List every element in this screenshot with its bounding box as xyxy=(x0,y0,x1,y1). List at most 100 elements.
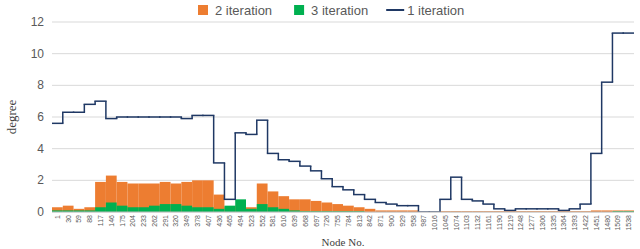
y-tick-label: 4 xyxy=(37,142,44,156)
x-tick-label: 1335 xyxy=(550,215,557,231)
step-segment xyxy=(63,112,74,114)
step-riser xyxy=(601,82,603,153)
bar xyxy=(127,184,138,213)
bar xyxy=(160,204,171,212)
step-riser xyxy=(590,153,592,204)
legend-swatch xyxy=(386,9,404,11)
bar xyxy=(171,184,182,213)
x-tick-label: 146 xyxy=(108,215,115,227)
y-tick-label: 8 xyxy=(37,78,44,92)
x-tick-label: 610 xyxy=(280,215,287,227)
step-riser xyxy=(234,133,236,200)
step-riser xyxy=(256,120,258,134)
x-tick-label: 378 xyxy=(194,215,201,227)
step-segment xyxy=(246,134,257,136)
x-tick-label: 1132 xyxy=(474,215,481,230)
bar xyxy=(149,206,160,212)
step-segment xyxy=(537,208,548,210)
step-segment xyxy=(84,104,95,106)
bar xyxy=(235,199,246,212)
step-segment xyxy=(408,205,419,207)
bar xyxy=(343,206,354,212)
step-riser xyxy=(213,115,215,163)
x-tick-label: 697 xyxy=(313,215,320,227)
x-tick-label: 1422 xyxy=(582,215,589,231)
bar xyxy=(127,207,138,212)
bar xyxy=(84,207,95,212)
step-segment xyxy=(268,153,279,155)
x-tick-label: 871 xyxy=(377,215,384,227)
bar xyxy=(332,204,343,212)
bar xyxy=(138,207,149,212)
x-tick-label: 59 xyxy=(75,215,82,223)
x-tick-label: 1480 xyxy=(604,215,611,231)
bar xyxy=(192,180,203,212)
x-tick-label: 668 xyxy=(302,215,309,227)
step-segment xyxy=(548,208,559,210)
step-riser xyxy=(331,179,333,187)
step-segment xyxy=(74,112,85,114)
bar xyxy=(224,206,235,212)
x-tick-label: 726 xyxy=(323,215,330,227)
bar xyxy=(203,180,214,212)
x-axis xyxy=(52,212,634,213)
x-tick-label: 30 xyxy=(65,215,72,223)
x-tick-label: 1219 xyxy=(507,215,514,231)
bar xyxy=(95,207,106,212)
step-segment xyxy=(149,116,160,118)
bar xyxy=(268,207,279,212)
x-tick-label: 987 xyxy=(420,215,427,227)
y-tick-label: 6 xyxy=(37,110,44,124)
x-tick-label: 262 xyxy=(151,215,158,227)
step-segment xyxy=(505,210,516,212)
x-tick-label: 1190 xyxy=(496,215,503,230)
step-segment xyxy=(526,208,537,210)
bar xyxy=(289,199,300,212)
step-segment xyxy=(192,115,203,117)
step-riser xyxy=(62,112,64,123)
step-segment xyxy=(397,205,408,207)
step-riser xyxy=(105,101,107,118)
step-segment xyxy=(171,116,182,118)
x-tick-label: 1451 xyxy=(593,215,600,231)
bar xyxy=(160,182,171,212)
x-tick-label: 291 xyxy=(162,215,169,227)
bar xyxy=(117,182,128,212)
x-tick-label: 639 xyxy=(291,215,298,227)
step-segment xyxy=(321,178,332,180)
step-riser xyxy=(278,153,280,159)
x-tick-label: 929 xyxy=(399,215,406,227)
x-tick-label: 552 xyxy=(259,215,266,227)
x-tick-label: 1509 xyxy=(614,215,621,231)
x-tick-label: 784 xyxy=(345,215,352,227)
bar xyxy=(278,196,289,212)
x-tick-label: 581 xyxy=(269,215,276,227)
bar xyxy=(203,207,214,212)
step-segment xyxy=(300,165,311,167)
bar xyxy=(52,207,63,212)
x-tick-label: 755 xyxy=(334,215,341,227)
x-axis-title: Node No. xyxy=(322,236,365,248)
step-segment xyxy=(462,199,473,201)
step-segment xyxy=(160,116,171,118)
step-segment xyxy=(451,176,462,178)
step-segment xyxy=(127,116,138,118)
step-segment xyxy=(580,203,591,205)
step-segment xyxy=(612,32,623,34)
bar xyxy=(246,207,257,212)
bar xyxy=(321,203,332,213)
x-tick-label: 900 xyxy=(388,215,395,227)
step-segment xyxy=(386,203,397,205)
x-tick-label: 1074 xyxy=(453,215,460,231)
step-riser xyxy=(461,177,463,199)
step-segment xyxy=(472,200,483,202)
legend-label: 3 iteration xyxy=(311,3,368,18)
bar xyxy=(106,203,117,213)
x-tick-label: 1161 xyxy=(485,215,492,230)
bar xyxy=(117,206,128,212)
plot-marks xyxy=(52,33,634,212)
step-riser xyxy=(84,104,86,112)
x-tick-label: 1045 xyxy=(442,215,449,231)
x-tick-label: 407 xyxy=(205,215,212,227)
step-riser xyxy=(224,163,226,199)
